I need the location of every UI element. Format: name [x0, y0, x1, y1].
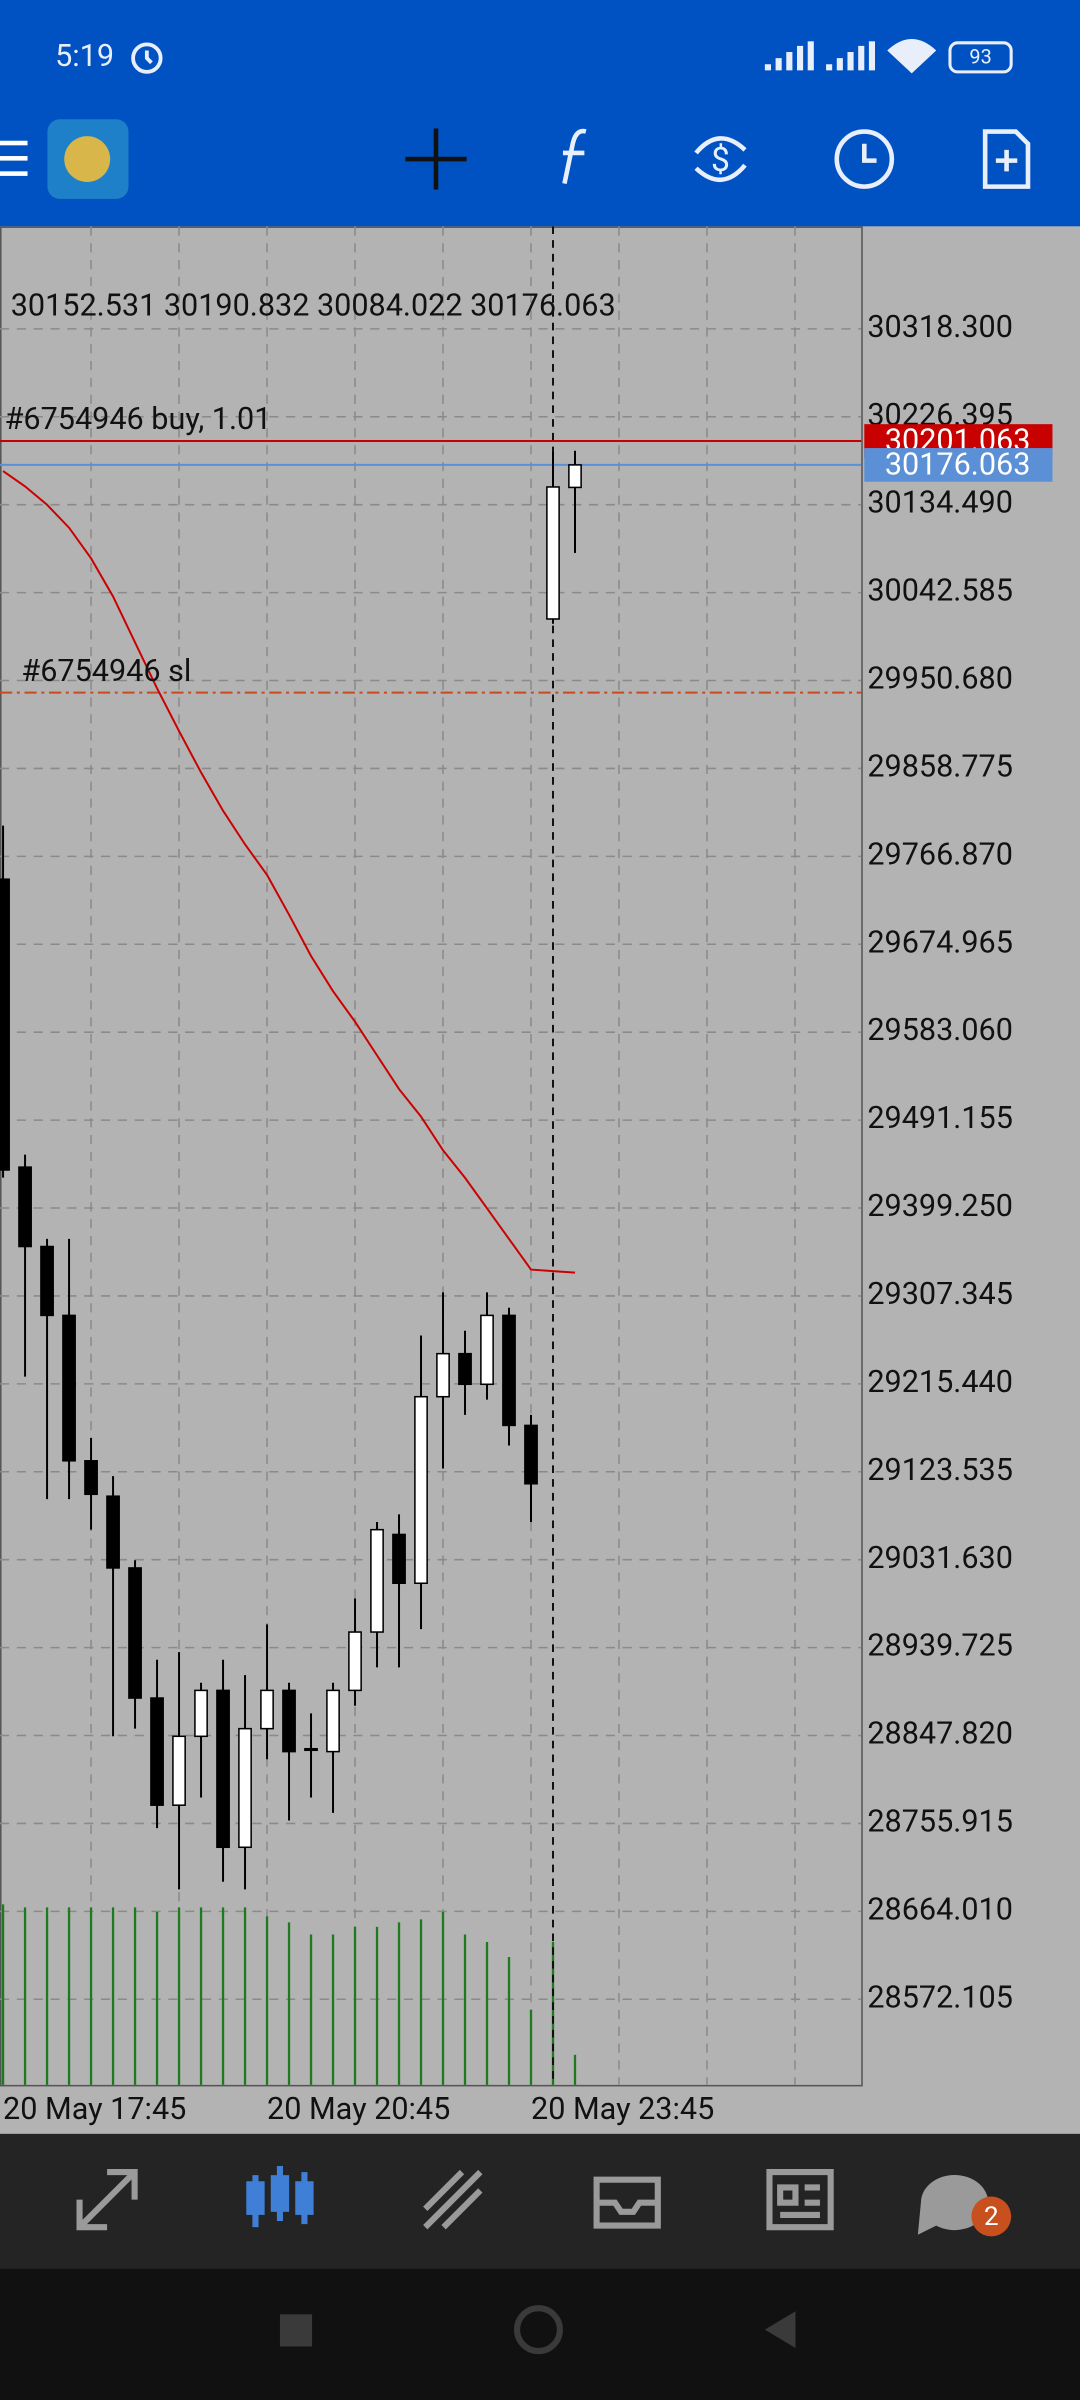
top-bar — [0, 0, 1080, 227]
candle-body — [546, 486, 560, 620]
battery — [948, 41, 1013, 74]
candle-body — [326, 1689, 340, 1753]
y-tick-label: 29858.775 — [867, 750, 1013, 785]
app-logo-mark — [64, 136, 111, 183]
candle-body — [172, 1735, 186, 1806]
y-tick-label: 30134.490 — [867, 486, 1013, 521]
order-label: #6754946 buy, 1.01 — [5, 402, 272, 437]
candle-body — [568, 464, 582, 489]
candle-body — [128, 1567, 142, 1699]
nav-quotes[interactable] — [76, 2169, 138, 2231]
bottom-nav — [0, 2133, 1080, 2269]
x-tick-label: 20 May 17:45 — [3, 2092, 186, 2127]
y-tick-label: 28664.010 — [867, 1892, 1013, 1927]
order-label: #6754946 sl — [21, 654, 191, 689]
candle-body — [40, 1245, 54, 1317]
symbol-button[interactable]: $ — [694, 136, 747, 183]
candle-body — [436, 1352, 450, 1398]
x-tick-label: 20 May 23:45 — [531, 2092, 714, 2127]
candle-body — [304, 1747, 318, 1752]
candle-body — [0, 878, 10, 1171]
y-tick-label: 28847.820 — [867, 1717, 1013, 1752]
x-tick-label: 20 May 20:45 — [267, 2092, 450, 2127]
y-tick-label: 29674.965 — [867, 925, 1013, 960]
alarm-icon — [131, 42, 163, 74]
y-tick-label: 30042.585 — [867, 574, 1013, 609]
plot — [0, 226, 862, 2085]
y-tick-label: 29583.060 — [867, 1013, 1013, 1048]
y-tick-label: 28755.915 — [867, 1805, 1013, 1840]
y-tick-label: 29031.630 — [867, 1541, 1013, 1576]
battery-level: 93 — [969, 45, 991, 68]
y-tick-label: 29399.250 — [867, 1189, 1013, 1224]
candle-body — [480, 1314, 494, 1386]
back-button[interactable] — [764, 2311, 796, 2348]
signal-icons — [764, 39, 937, 74]
candle-body — [84, 1460, 98, 1496]
y-tick-label: 30318.300 — [867, 310, 1013, 345]
y-tick-label: 29950.680 — [867, 662, 1013, 697]
status-time: 5:19 — [55, 39, 114, 74]
home-button[interactable] — [513, 2305, 563, 2355]
candle-body — [62, 1314, 76, 1462]
moving-average — [2, 470, 576, 1274]
candle-body — [348, 1631, 362, 1692]
nav-chart[interactable] — [246, 2165, 314, 2228]
candle-body — [216, 1689, 230, 1849]
candle-body — [414, 1395, 428, 1585]
ohlc-info: 30152.531 30190.832 30084.022 30176.063 — [11, 289, 616, 324]
candle-body — [392, 1533, 406, 1585]
y-tick-label: 29123.535 — [867, 1453, 1013, 1488]
candle-body — [524, 1424, 538, 1485]
y-tick-label: 29491.155 — [867, 1101, 1013, 1136]
nav-history[interactable] — [593, 2176, 661, 2229]
recent-button[interactable] — [279, 2314, 313, 2347]
candle-body — [18, 1166, 32, 1248]
candle-body — [458, 1352, 472, 1386]
menu-button[interactable] — [0, 140, 28, 176]
period-button[interactable] — [834, 129, 895, 189]
crosshair-button[interactable] — [405, 128, 467, 190]
badge — [971, 2196, 1012, 2237]
candle-body — [150, 1697, 164, 1806]
candle-body — [238, 1727, 252, 1849]
y-tick-label: 28939.725 — [867, 1629, 1013, 1664]
system-nav — [0, 2268, 1080, 2400]
new-order-button[interactable] — [982, 129, 1031, 189]
candle-body — [502, 1314, 516, 1427]
candle-body — [282, 1689, 296, 1753]
nav-news[interactable] — [766, 2169, 834, 2231]
badge-count: 2 — [984, 2202, 999, 2232]
nav-messages[interactable] — [917, 2175, 989, 2235]
bid-price-tag: 30176.063 — [885, 448, 1031, 483]
indicators-button[interactable] — [562, 128, 587, 185]
candle-body — [194, 1689, 208, 1738]
svg-text:$: $ — [711, 141, 730, 180]
y-tick-label: 29215.440 — [867, 1365, 1013, 1400]
bid-price-tag-bg — [864, 448, 1053, 482]
candle-body — [260, 1689, 274, 1730]
y-tick-label: 29766.870 — [867, 837, 1013, 872]
y-tick-label: 28572.105 — [867, 1980, 1013, 2015]
nav-trade[interactable] — [423, 2169, 483, 2230]
candle-body — [370, 1528, 384, 1633]
y-tick-label: 29307.345 — [867, 1277, 1013, 1312]
candle-body — [106, 1495, 120, 1569]
